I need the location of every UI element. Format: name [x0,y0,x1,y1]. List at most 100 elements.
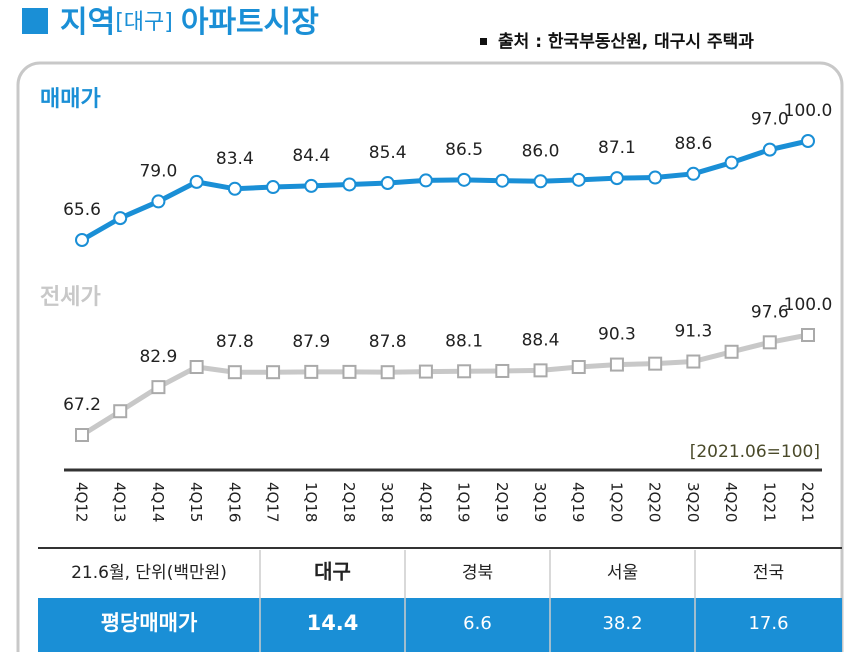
table-cell: 14.4 [307,611,359,635]
marker [686,166,701,181]
marker [648,170,663,185]
x-tick-label: 3Q19 [531,482,549,522]
marker [457,172,472,187]
marker [648,356,663,371]
x-tick-label: 2Q18 [340,482,358,522]
marker [380,365,395,380]
marker [495,173,510,188]
x-tick-label: 3Q20 [684,482,702,522]
legend-label: 전세가 [40,285,101,310]
x-tick-label: 1Q20 [607,482,625,522]
data-label: 86.5 [445,140,483,160]
data-label: 88.4 [522,330,560,350]
x-tick-label: 4Q14 [149,482,167,522]
marker [189,360,204,375]
title-region: [대구] [115,10,173,35]
marker [304,178,319,193]
x-tick-label: 4Q19 [569,482,587,522]
data-label: 79.0 [139,161,177,181]
table-cell: 평당매매가 [101,611,198,635]
x-tick-label: 1Q18 [302,482,320,522]
marker [609,357,624,372]
marker [686,354,701,369]
x-tick-label: 4Q18 [416,482,434,522]
marker [75,428,89,442]
data-label: 87.8 [369,332,407,352]
marker [113,404,128,419]
x-tick-label: 4Q16 [225,482,243,522]
marker [266,180,281,195]
table-header: 전국 [753,563,784,583]
marker [151,194,166,209]
marker [762,335,777,350]
marker [533,363,548,378]
marker [724,155,739,170]
source-bullet [480,38,487,45]
data-label: 87.1 [598,138,636,158]
x-tick-label: 4Q12 [73,482,91,522]
x-tick-label: 1Q21 [760,482,778,522]
x-tick-label: 1Q19 [455,482,473,522]
marker [724,344,739,359]
panel [16,61,844,656]
data-label: 65.6 [63,200,101,220]
marker [266,365,281,380]
data-label: 82.9 [139,347,177,367]
table-cell: 6.6 [463,613,492,634]
table-cell: 38.2 [602,613,642,634]
data-label: 85.4 [369,143,407,163]
table-header: 서울 [607,563,638,583]
x-tick-label: 4Q17 [264,482,282,522]
table-row-bg [38,598,842,652]
table-header: 21.6월, 단위(백만원) [71,563,227,583]
marker [227,181,242,196]
data-label: 84.4 [292,146,330,166]
marker [457,364,472,379]
x-tick-label: 2Q19 [493,482,511,522]
x-tick-label: 4Q20 [722,482,740,522]
marker [762,142,777,157]
data-label: 91.3 [674,322,712,342]
data-label: 86.0 [522,141,560,161]
marker [533,174,548,189]
data-label: 100.0 [784,295,833,315]
title-main: 지역 [60,5,115,40]
marker [189,174,204,189]
data-label: 67.2 [63,395,101,415]
x-tick-label: 2Q21 [799,482,817,522]
marker [304,364,319,379]
data-label: 87.9 [292,332,330,352]
marker [609,171,624,186]
table-header: 대구 [314,560,351,584]
legend-label: 매매가 [40,87,101,112]
marker [342,364,357,379]
x-tick-label: 2Q20 [646,482,664,522]
note: [2021.06=100] [690,442,820,462]
data-label: 88.6 [674,134,712,154]
title-square [22,8,48,34]
x-tick-label: 4Q15 [187,482,205,522]
chart-title: 지역[대구] 아파트시장 [60,5,319,40]
data-label: 87.8 [216,332,254,352]
marker [801,134,815,148]
marker [495,363,510,378]
x-tick-label: 3Q18 [378,482,396,522]
marker [418,364,433,379]
marker [571,360,586,375]
marker [342,177,357,192]
data-label: 100.0 [784,101,833,121]
data-label: 97.0 [751,110,789,130]
title-rest: 아파트시장 [181,5,319,40]
data-label: 97.6 [751,302,789,322]
source: 출처 : 한국부동산원, 대구시 주택과 [498,32,754,52]
data-label: 90.3 [598,325,636,345]
marker [151,380,166,395]
table [38,547,842,652]
marker [227,365,242,380]
marker [380,176,395,191]
table-cell: 17.6 [748,613,788,634]
marker [113,211,128,226]
x-tick-label: 4Q13 [111,482,129,522]
